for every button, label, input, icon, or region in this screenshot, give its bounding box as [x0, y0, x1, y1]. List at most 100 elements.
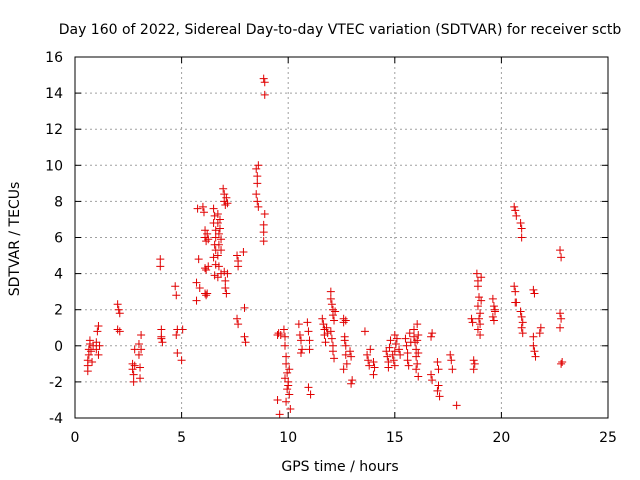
data-point [535, 329, 544, 338]
data-point [285, 365, 294, 374]
data-point [452, 401, 461, 410]
data-point [516, 219, 525, 228]
data-point [475, 314, 484, 323]
data-point [282, 359, 291, 368]
data-point [92, 345, 101, 354]
data-point [304, 383, 313, 392]
data-point [204, 235, 213, 244]
data-point [94, 321, 103, 330]
data-point [279, 325, 288, 334]
data-point [223, 199, 232, 208]
data-point [517, 312, 526, 321]
data-point [390, 330, 399, 339]
data-point [281, 374, 290, 383]
data-point [475, 293, 484, 302]
data-point [260, 90, 269, 99]
data-point [530, 347, 539, 356]
data-point [221, 201, 230, 210]
data-point [414, 330, 423, 339]
data-point [213, 273, 222, 282]
data-point [347, 352, 356, 361]
data-point [529, 285, 538, 294]
data-point [201, 226, 210, 235]
data-point [222, 289, 231, 298]
data-point [489, 316, 498, 325]
data-point [259, 228, 268, 237]
data-point [172, 330, 181, 339]
data-point [469, 365, 478, 374]
data-point [286, 404, 295, 413]
data-point [203, 229, 212, 238]
data-point [283, 368, 292, 377]
data-point [413, 320, 422, 329]
data-point [254, 202, 263, 211]
data-point [363, 350, 372, 359]
data-point [233, 314, 242, 323]
data-point [128, 365, 137, 374]
data-point [557, 359, 566, 368]
data-point [134, 350, 143, 359]
data-point [276, 330, 285, 339]
data-point [294, 320, 303, 329]
data-point [273, 395, 282, 404]
data-point [275, 410, 284, 419]
data-point [491, 305, 500, 314]
data-point [157, 334, 166, 343]
data-point [396, 350, 405, 359]
data-point [220, 197, 229, 206]
data-point [476, 320, 485, 329]
data-point [129, 377, 138, 386]
y-tick-label: 6 [54, 231, 63, 247]
x-tick-labels: 0 5 10 15 20 25 [71, 430, 617, 446]
data-point [239, 247, 248, 256]
y-tick-label: -4 [49, 411, 63, 427]
data-point [92, 338, 101, 347]
data-point [470, 359, 479, 368]
data-point [157, 325, 166, 334]
data-point [412, 345, 421, 354]
data-point [531, 352, 540, 361]
data-point [401, 334, 410, 343]
data-point [477, 296, 486, 305]
data-point [510, 202, 519, 211]
data-point [473, 302, 482, 311]
data-point [369, 370, 378, 379]
data-point [388, 350, 397, 359]
data-point [447, 356, 456, 365]
data-point [529, 332, 538, 341]
data-point [252, 164, 261, 173]
data-point [446, 350, 455, 359]
data-point [284, 381, 293, 390]
data-point [391, 339, 400, 348]
data-point [468, 318, 477, 327]
data-point [342, 359, 351, 368]
data-point [347, 379, 356, 388]
data-point [346, 347, 355, 356]
x-tick-label: 15 [386, 430, 404, 446]
data-point [369, 358, 378, 367]
y-tick-label: 2 [54, 303, 63, 319]
data-point [209, 253, 218, 262]
data-point [433, 386, 442, 395]
data-point [517, 323, 526, 332]
data-point [260, 78, 269, 87]
data-point [348, 376, 357, 385]
data-point [85, 336, 94, 345]
data-point [404, 361, 413, 370]
data-point [428, 376, 437, 385]
data-point [137, 330, 146, 339]
data-point [365, 361, 374, 370]
data-point [339, 365, 348, 374]
data-point [304, 327, 313, 336]
x-tick-label: 10 [279, 430, 297, 446]
data-point [428, 329, 437, 338]
y-tick-label: 4 [54, 267, 63, 283]
data-point [392, 334, 401, 343]
data-point [488, 294, 497, 303]
data-point [252, 190, 261, 199]
data-point [305, 336, 314, 345]
data-point [405, 329, 414, 338]
data-point [341, 350, 350, 359]
y-tick-label: 10 [45, 158, 63, 174]
